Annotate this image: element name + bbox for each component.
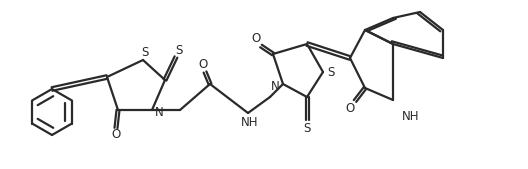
Text: S: S — [175, 43, 183, 56]
Text: N: N — [155, 106, 163, 119]
Text: S: S — [327, 66, 335, 78]
Text: S: S — [142, 46, 149, 59]
Text: O: O — [251, 31, 261, 44]
Text: S: S — [303, 122, 310, 135]
Text: NH: NH — [241, 116, 259, 129]
Text: O: O — [111, 127, 120, 140]
Text: N: N — [271, 80, 279, 93]
Text: NH: NH — [402, 110, 420, 123]
Text: O: O — [199, 57, 208, 70]
Text: O: O — [345, 102, 355, 115]
